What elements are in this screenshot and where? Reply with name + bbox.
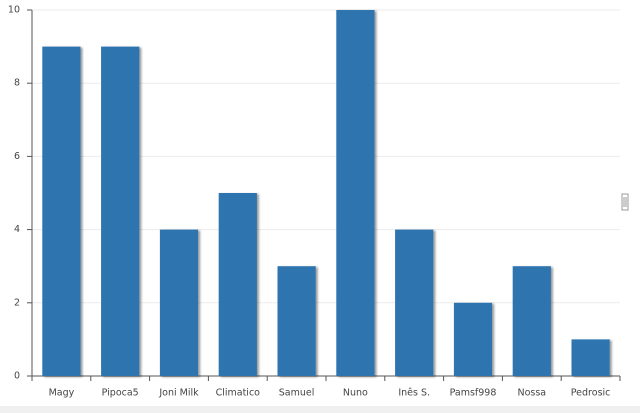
x-tick-label: Inês S. xyxy=(398,388,430,399)
bar xyxy=(218,193,257,376)
y-tick-label: 6 xyxy=(14,151,20,162)
x-tick-label: Climatico xyxy=(216,388,261,399)
bar xyxy=(101,46,140,376)
y-tick-label: 4 xyxy=(14,224,20,235)
y-tick-label: 2 xyxy=(14,297,20,308)
bar xyxy=(159,229,199,376)
bar xyxy=(277,266,316,376)
x-tick-label: Joni Milk xyxy=(158,388,199,399)
bar xyxy=(42,46,81,376)
x-tick-label: Pamsf998 xyxy=(450,388,497,399)
y-tick-label: 8 xyxy=(14,78,20,89)
bar xyxy=(395,229,434,376)
bar xyxy=(571,339,610,376)
x-tick-label: Samuel xyxy=(279,388,315,399)
x-tick-label: Nuno xyxy=(343,388,368,399)
x-tick-label: Pipoca5 xyxy=(102,388,139,399)
x-tick-label: Pedrosic xyxy=(571,388,611,399)
y-tick-label: 10 xyxy=(8,5,20,16)
x-tick-label: Magy xyxy=(49,388,75,399)
x-tick-label: Nossa xyxy=(517,388,546,399)
resize-handle[interactable] xyxy=(621,193,629,211)
footer-strip xyxy=(0,406,640,413)
bar xyxy=(512,266,551,376)
bar xyxy=(453,302,493,376)
bar xyxy=(336,10,375,376)
y-tick-label: 0 xyxy=(14,371,20,382)
